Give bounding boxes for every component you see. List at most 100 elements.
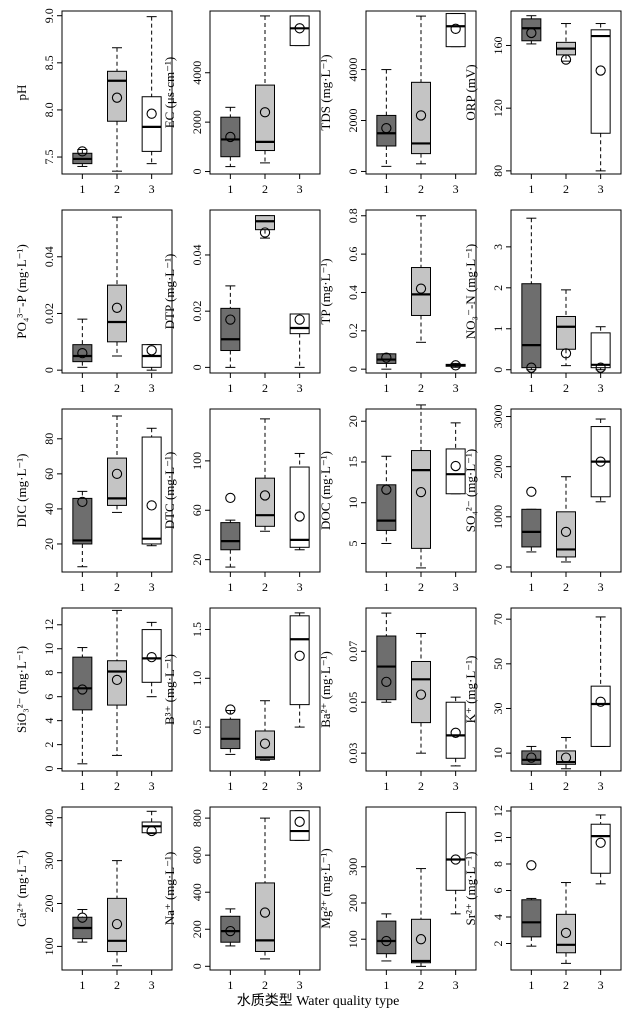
box-group-1 [376,455,397,544]
iqr-box [521,508,542,548]
mean-marker [77,912,88,923]
x-tick-label: 3 [598,580,604,594]
box-group-2 [556,737,576,770]
iqr-box [556,315,576,350]
box-group-3 [141,16,162,165]
y-tick-label: 8 [42,670,56,676]
y-tick-label: 8.5 [42,55,56,70]
mean-marker [111,918,123,930]
y-tick-label: 100 [190,452,204,470]
y-tick-label: 0.04 [190,244,204,265]
y-tick-label: 1.0 [190,671,204,686]
y-tick-label: 20 [346,415,360,427]
x-tick-label: 3 [297,182,303,196]
y-axis-label: Ba²⁺ (mg·L⁻¹) [318,651,333,728]
box-group-2 [255,700,275,761]
x-tick-label: 3 [453,381,459,395]
x-tick-label: 3 [297,779,303,793]
y-tick-label: 200 [346,894,360,912]
box-group-1 [521,860,542,947]
y-tick-label: 600 [190,846,204,864]
y-axis-label: K⁺ (mg·L⁻¹) [463,656,478,724]
x-tick-label: 1 [227,978,233,992]
mean-marker [111,468,123,479]
y-tick-label: 4 [42,718,56,724]
box-group-1 [220,704,241,755]
y-tick-label: 0 [190,364,204,370]
x-tick-label: 1 [528,978,534,992]
box-group-1 [521,745,542,765]
mean-marker [450,727,461,738]
box-group-1 [376,69,397,167]
box-group-1 [72,146,93,167]
box-group-3 [590,616,611,747]
mean-marker [294,650,305,661]
x-tick-label: 1 [383,779,389,793]
y-tick-label: 4 [491,914,505,920]
iqr-box [521,18,542,42]
y-tick-label: 12 [42,619,56,631]
box-group-2 [411,868,431,967]
box-group-1 [72,909,93,943]
iqr-box [521,750,542,765]
y-tick-label: 300 [346,858,360,876]
y-axis-label: PO₄³⁻-P (mg·L⁻¹) [14,244,29,339]
y-tick-label: 0.6 [346,247,360,262]
iqr-box [289,810,310,841]
y-tick-label: 10 [491,831,505,843]
y-tick-label: 0 [346,366,360,372]
y-tick-label: 8 [491,861,505,867]
iqr-box [590,29,611,134]
x-tick-label: 2 [418,381,424,395]
mean-marker [450,360,461,371]
box-group-3 [445,696,466,767]
y-axis-label: DOC (mg·L⁻¹) [318,451,333,530]
y-tick-label: 20 [42,538,56,550]
panel-16: 100 200 300 400 Ca²⁺ (mg·L⁻¹) 1 2 3 [14,806,173,992]
box-group-1 [220,106,241,168]
panel-7: 0 1 2 3 NO₃⁻-N (mg·L⁻¹) 1 2 3 [463,209,622,395]
y-axis-label: TP (mg·L⁻¹) [318,258,333,324]
iqr-box [289,15,310,47]
x-tick-label: 1 [79,381,85,395]
box-group-1 [72,318,93,368]
y-tick-label: 0 [491,367,505,373]
x-tick-label: 3 [453,182,459,196]
y-axis-label: SO₄²⁻ (mg·L⁻¹) [463,449,478,532]
mean-marker [77,348,88,359]
y-tick-label: 800 [190,809,204,827]
y-tick-label: 40 [42,503,56,515]
mean-marker [146,345,157,356]
y-tick-label: 15 [346,456,360,468]
y-tick-label: 100 [346,930,360,948]
x-tick-label: 3 [598,182,604,196]
x-tick-label: 3 [149,978,155,992]
iqr-box [289,466,310,548]
y-tick-label: 1 [491,326,505,332]
box-group-3 [289,452,310,551]
x-tick-label: 1 [227,182,233,196]
y-axis-label: SiO₃²⁻ (mg·L⁻¹) [14,646,29,733]
y-tick-label: 6 [42,694,56,700]
mean-marker [77,146,88,157]
mean-marker [415,689,427,700]
iqr-box [107,660,127,706]
iqr-box [556,750,576,765]
iqr-box [556,511,576,558]
y-tick-label: 50 [491,658,505,670]
box-group-2 [556,476,576,563]
y-axis-label: Mg²⁺ (mg·L⁻¹) [318,848,333,928]
x-tick-label: 1 [383,182,389,196]
y-tick-label: 12 [491,805,505,817]
x-tick-label: 2 [563,779,569,793]
panel-6: 0 0.2 0.4 0.6 0.8 TP (mg·L⁻¹) 1 2 3 [318,208,477,395]
box-group-2 [107,415,127,513]
mean-marker [294,816,305,827]
mean-marker [381,676,392,688]
box-group-3 [141,427,162,547]
x-tick-label: 3 [598,978,604,992]
y-axis-label: EC (μs·cm⁻¹) [162,57,177,129]
x-tick-label: 2 [114,978,120,992]
x-tick-label: 3 [297,580,303,594]
iqr-box [590,332,611,369]
